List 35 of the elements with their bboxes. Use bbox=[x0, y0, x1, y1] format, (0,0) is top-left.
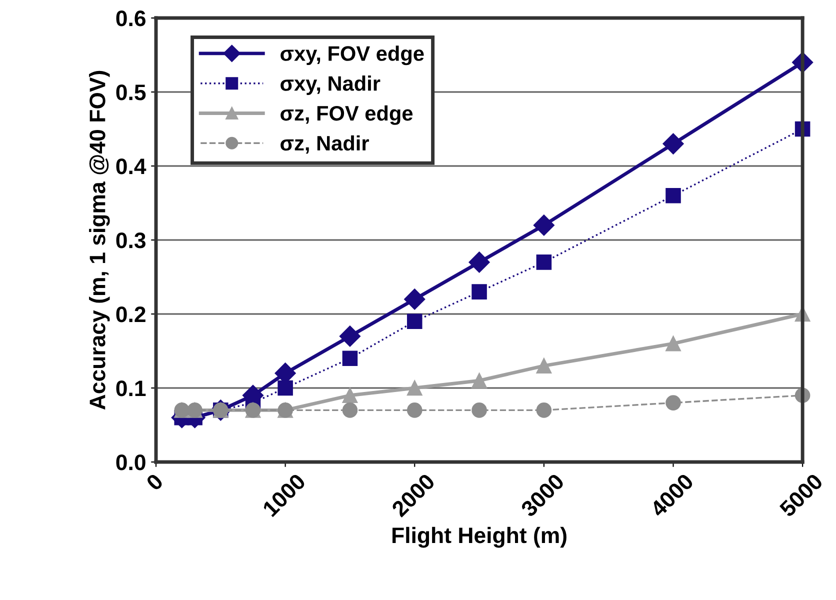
point bbox=[536, 358, 552, 374]
point bbox=[406, 314, 422, 330]
x-axis-title: Flight Height (m) bbox=[392, 526, 566, 548]
y-tick-label: 0.4 bbox=[116, 158, 146, 174]
point bbox=[666, 188, 681, 204]
y-tick-label: 0.0 bbox=[116, 454, 146, 470]
point bbox=[468, 252, 490, 273]
y-tick-label: 0.1 bbox=[116, 380, 146, 396]
point bbox=[533, 214, 554, 236]
point bbox=[666, 395, 681, 410]
y-axis-title: Accuracy (m, 1 sigma @40 FOV) bbox=[89, 70, 110, 410]
point bbox=[536, 254, 552, 270]
point bbox=[666, 336, 681, 352]
legend-label: σz, FOV edge bbox=[280, 105, 413, 125]
point bbox=[278, 380, 293, 396]
point bbox=[472, 402, 487, 418]
point bbox=[342, 402, 358, 418]
legend-label: σz, Nadir bbox=[280, 135, 369, 154]
y-tick-label: 0.3 bbox=[116, 232, 146, 248]
point bbox=[404, 288, 426, 310]
legend-label: σxy, Nadir bbox=[280, 76, 380, 95]
point bbox=[662, 133, 684, 154]
point bbox=[406, 402, 422, 418]
point bbox=[472, 372, 487, 388]
point bbox=[536, 402, 552, 418]
point bbox=[342, 350, 358, 366]
point bbox=[472, 284, 487, 300]
point bbox=[339, 326, 360, 347]
point bbox=[342, 388, 358, 404]
y-tick-label: 0.6 bbox=[116, 10, 146, 26]
legend-label: σxy, FOV edge bbox=[280, 46, 424, 66]
point bbox=[406, 380, 422, 396]
x-tick-label: 0 bbox=[145, 472, 164, 492]
y-tick-label: 0.2 bbox=[116, 306, 146, 322]
y-tick-label: 0.5 bbox=[116, 84, 146, 100]
